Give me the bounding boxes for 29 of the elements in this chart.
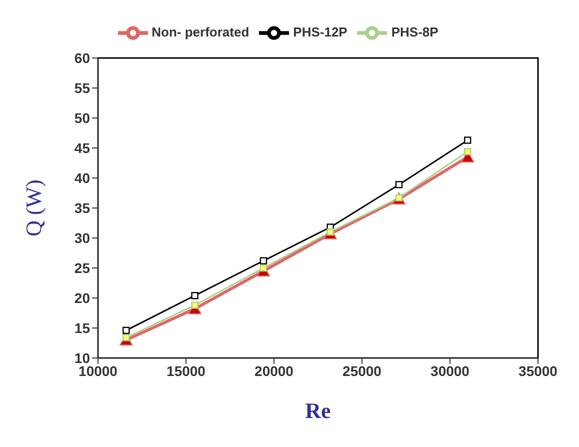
point (326, 228, 334, 236)
point (260, 257, 268, 264)
y-tick-label: 15 (74, 320, 90, 336)
x-axis-title: Re (305, 398, 332, 423)
legend-label: PHS-12P (293, 24, 348, 40)
y-tick-label: 40 (74, 170, 90, 186)
x-tick-label: 30000 (430, 362, 470, 379)
point (191, 302, 198, 309)
y-tick-label: 30 (74, 230, 90, 246)
y-tick-label: 35 (74, 200, 90, 216)
y-tick-label: 50 (74, 110, 90, 126)
y-tick-label: 25 (74, 260, 90, 276)
y-tick-label: 45 (74, 140, 90, 156)
point (395, 181, 403, 188)
y-tick-label: 60 (74, 50, 90, 66)
legend-label: Non- perforated (152, 24, 250, 40)
point (191, 292, 198, 300)
y-tick-label: 20 (74, 290, 90, 306)
point (122, 334, 130, 342)
point (464, 136, 472, 144)
point (464, 148, 472, 156)
y-tick-label: 55 (74, 80, 90, 96)
point (122, 326, 130, 334)
y-axis-title: Q (W) (20, 180, 46, 236)
legend-label: PHS-8P (391, 24, 438, 40)
x-tick-label: 15000 (166, 362, 206, 379)
x-tick-label: 20000 (254, 362, 294, 379)
x-tick-label: 35000 (518, 362, 558, 379)
x-tick-label: 25000 (342, 362, 382, 379)
